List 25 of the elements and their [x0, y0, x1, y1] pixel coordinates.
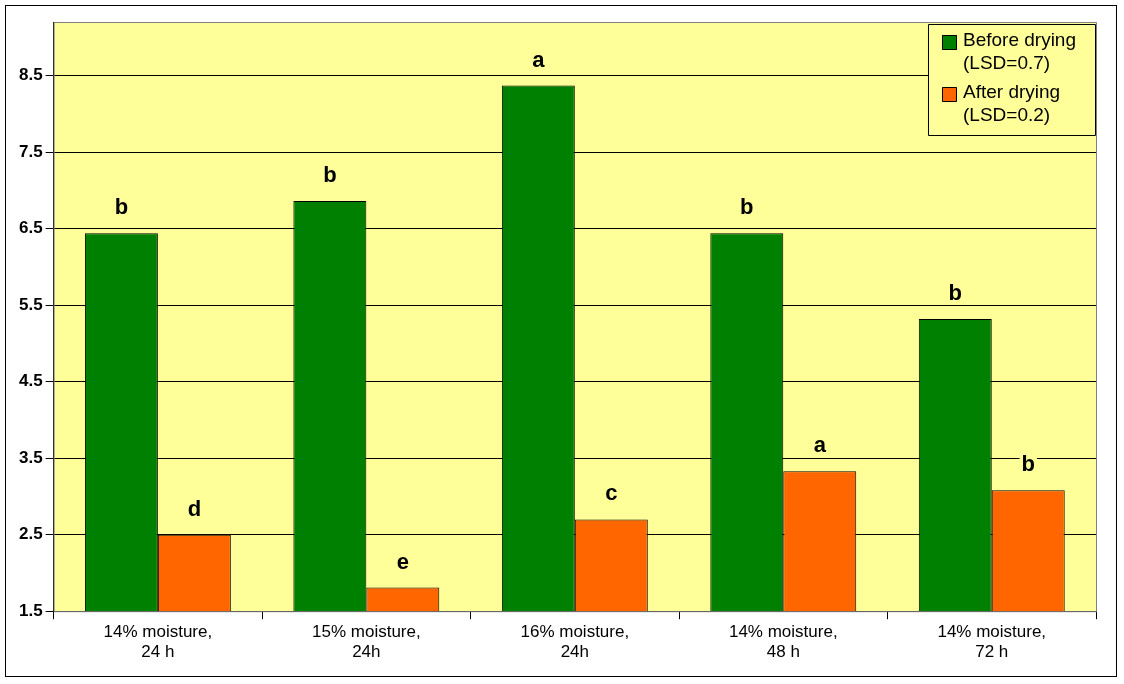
annotation: b — [1021, 451, 1035, 477]
y-tick-label: 8.5 — [18, 65, 43, 85]
y-tick-label: 5.5 — [18, 294, 43, 314]
y-tick-label: 1.5 — [18, 600, 43, 620]
annotation: a — [813, 432, 827, 458]
x-tick-label: 15% moisture, 24h — [312, 622, 421, 662]
annotation: c — [605, 480, 618, 506]
y-tick-label: 7.5 — [18, 141, 43, 161]
x-tick-label: 16% moisture, 24h — [520, 622, 630, 662]
annotation: e — [396, 548, 409, 574]
y-tick-label: 6.5 — [18, 218, 43, 238]
x-tick-label: 14% moisture, 72 h — [937, 622, 1047, 662]
legend-label: Before drying (LSD=0.7) — [962, 28, 1077, 73]
annotation: b — [740, 194, 754, 220]
y-tick-label: 3.5 — [18, 447, 43, 467]
x-tick-label: 14% moisture, 48 h — [728, 622, 838, 662]
annotation: b — [948, 279, 963, 305]
annotation: a — [532, 46, 546, 72]
annotation: b — [323, 162, 337, 188]
annotation: d — [187, 495, 202, 521]
y-tick-label: 2.5 — [18, 524, 43, 544]
annotation: b — [114, 194, 129, 220]
x-tick-label: 14% moisture, 24 h — [103, 622, 213, 662]
y-tick-label: 4.5 — [18, 371, 43, 391]
legend-label: After drying (LSD=0.2) — [962, 80, 1061, 125]
